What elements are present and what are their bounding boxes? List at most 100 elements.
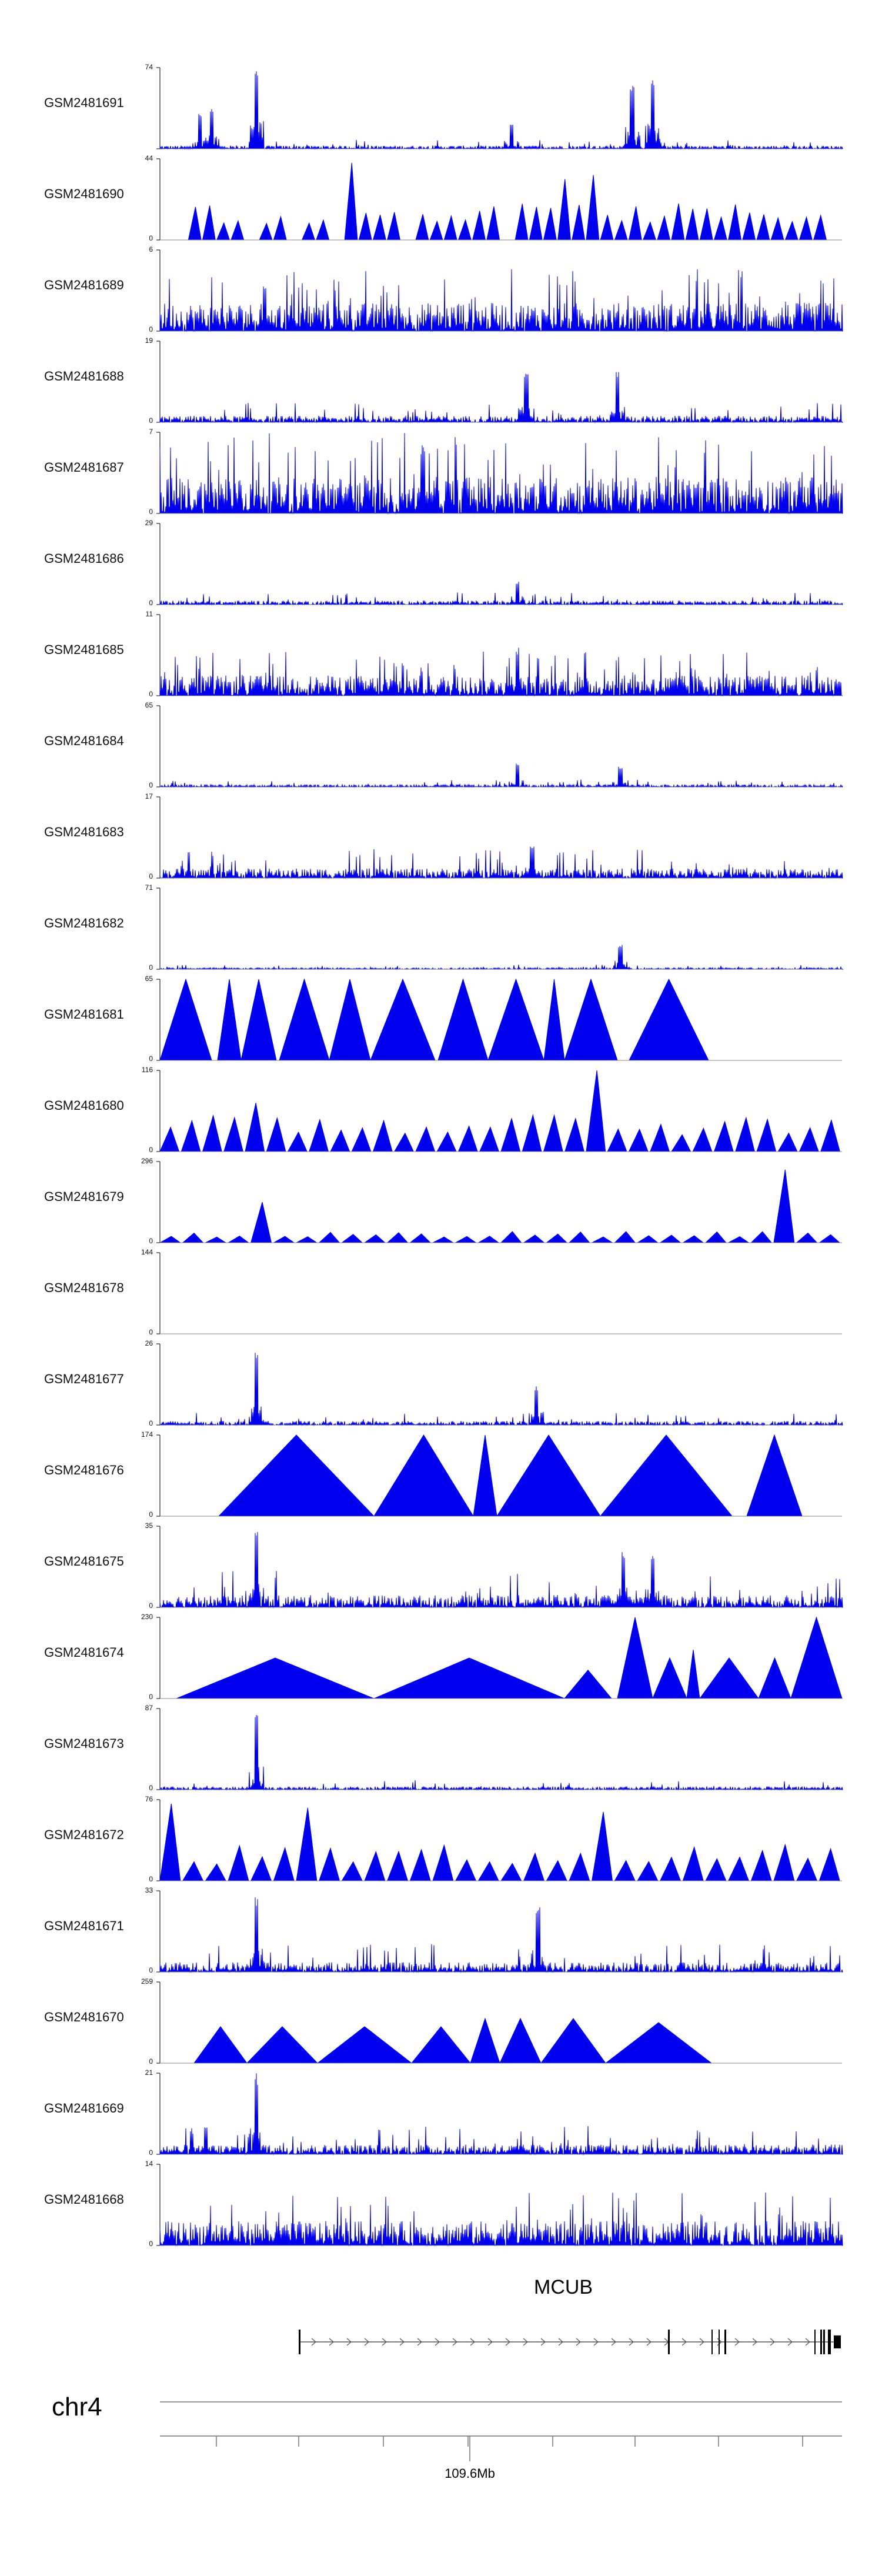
- strand-arrow: [734, 2338, 740, 2346]
- strand-arrow: [611, 2338, 616, 2346]
- strand-arrow: [382, 2338, 387, 2346]
- strand-arrow: [540, 2338, 546, 2346]
- track-label: GSM2481686: [44, 551, 124, 566]
- track-label: GSM2481676: [44, 1463, 124, 1477]
- ymin-tick-label: 0: [149, 1237, 153, 1245]
- track-label: GSM2481668: [44, 2192, 124, 2207]
- ymin-tick-label: 0: [149, 234, 153, 242]
- track-label: GSM2481688: [44, 369, 124, 383]
- track-label: GSM2481682: [44, 916, 124, 930]
- ymin-tick-label: 0: [149, 1419, 153, 1427]
- ymax-tick-label: 144: [141, 1248, 153, 1256]
- track-label: GSM2481670: [44, 2010, 124, 2024]
- track-label: GSM2481678: [44, 1280, 124, 1295]
- strand-arrow: [311, 2338, 316, 2346]
- coverage-area: [159, 1803, 840, 1881]
- strand-arrow: [770, 2338, 775, 2346]
- strand-arrow: [505, 2338, 510, 2346]
- ymax-tick-label: 116: [141, 1066, 153, 1074]
- ymin-tick-label: 0: [149, 416, 153, 425]
- ymax-tick-label: 230: [141, 1613, 153, 1621]
- coverage-area: [159, 978, 709, 1061]
- ymin-tick-label: 0: [149, 1055, 153, 1063]
- ymin-tick-label: 0: [149, 1146, 153, 1154]
- ymax-tick-label: 29: [145, 519, 153, 527]
- strand-arrow: [523, 2338, 528, 2346]
- gene-label: MCUB: [534, 2276, 593, 2298]
- ymax-tick-label: 71: [145, 883, 153, 892]
- strand-arrow: [752, 2338, 757, 2346]
- track-label: GSM2481677: [44, 1372, 124, 1386]
- track-label: GSM2481679: [44, 1189, 124, 1204]
- ymax-tick-label: 26: [145, 1339, 153, 1347]
- ymax-tick-label: 11: [145, 610, 153, 618]
- ymax-tick-label: 74: [145, 63, 153, 71]
- ymin-tick-label: 0: [149, 508, 153, 516]
- coverage-area: [159, 1070, 841, 1152]
- strand-arrow: [805, 2338, 810, 2346]
- ymax-tick-label: 44: [145, 154, 153, 162]
- coverage-area: [218, 1434, 803, 1517]
- exon-mark: [814, 2330, 816, 2354]
- strand-arrow: [329, 2338, 334, 2346]
- exon-mark: [299, 2330, 300, 2354]
- track-label: GSM2481672: [44, 1827, 124, 1842]
- exon-mark: [668, 2330, 670, 2354]
- ymax-tick-label: 76: [145, 1795, 153, 1803]
- coverage-area: [193, 2017, 713, 2064]
- exon-mark: [828, 2330, 831, 2354]
- ymax-tick-label: 17: [145, 792, 153, 800]
- strand-arrow: [787, 2338, 793, 2346]
- exon-mark: [724, 2330, 726, 2354]
- strand-arrow: [646, 2338, 652, 2346]
- exon-mark: [834, 2335, 841, 2348]
- track-label: GSM2481669: [44, 2101, 124, 2115]
- ymax-tick-label: 65: [145, 701, 153, 709]
- ymax-tick-label: 21: [145, 2068, 153, 2077]
- track-label: GSM2481690: [44, 186, 124, 201]
- strand-arrow: [593, 2338, 599, 2346]
- strand-arrow: [558, 2338, 563, 2346]
- chromosome-label: chr4: [52, 2393, 102, 2421]
- coverage-area: [188, 162, 827, 241]
- track-label: GSM2481673: [44, 1736, 124, 1751]
- track-label: GSM2481683: [44, 825, 124, 839]
- ymax-tick-label: 65: [145, 975, 153, 983]
- ymin-tick-label: 0: [149, 2057, 153, 2066]
- track-label: GSM2481687: [44, 460, 124, 475]
- strand-arrow: [346, 2338, 352, 2346]
- strand-arrow: [629, 2338, 634, 2346]
- strand-arrow: [364, 2338, 369, 2346]
- track-label: GSM2481684: [44, 733, 124, 748]
- ymin-tick-label: 0: [149, 781, 153, 789]
- strand-arrow: [470, 2338, 475, 2346]
- ymin-tick-label: 0: [149, 2240, 153, 2248]
- strand-arrow: [576, 2338, 581, 2346]
- track-label: GSM2481685: [44, 642, 124, 657]
- ymax-tick-label: 174: [141, 1430, 153, 1439]
- ymin-tick-label: 0: [149, 2148, 153, 2157]
- track-label: GSM2481689: [44, 278, 124, 292]
- exon-mark: [719, 2330, 720, 2354]
- ymin-tick-label: 0: [149, 872, 153, 880]
- ymin-tick-label: 0: [149, 1601, 153, 1610]
- ymin-tick-label: 0: [149, 1966, 153, 1974]
- ymax-tick-label: 35: [145, 1521, 153, 1530]
- track-label: GSM2481671: [44, 1918, 124, 1933]
- ymin-tick-label: 0: [149, 1784, 153, 1792]
